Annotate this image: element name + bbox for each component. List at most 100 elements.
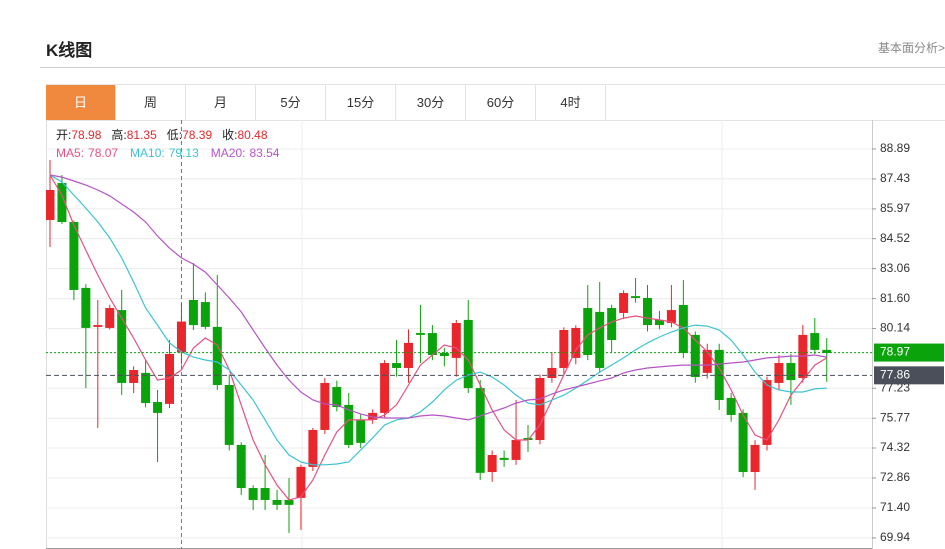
y-tick-label: 69.94 [880,530,910,544]
candle-body [260,488,270,500]
candle-body [153,402,163,413]
y-tick-label: 75.77 [880,410,910,424]
price-tag [874,343,944,362]
candle-body [571,327,581,358]
candle-body [595,311,605,368]
tab[interactable]: 30分 [396,85,466,120]
tab[interactable]: 4时 [536,85,606,120]
candle-body [392,363,402,368]
candle-body [451,323,461,358]
y-tick-label: 74.32 [880,440,910,454]
ma-line [49,174,827,421]
candle-body [702,349,712,373]
candle-body [141,372,151,404]
y-tick-label: 88.89 [880,141,910,155]
candle-body [380,363,390,413]
y-tick-label: 83.06 [880,261,910,275]
candle-body [129,370,139,383]
candle-body [738,412,748,473]
candle-body [607,308,617,341]
tab[interactable]: 15分 [326,85,396,120]
ma-legend: MA5: 78.07 MA10: 79.13 MA20: 83.54 [56,146,280,160]
candle-body [750,444,760,473]
candle-body [81,287,91,328]
candle-body [762,380,772,445]
tab[interactable]: 周 [116,85,186,120]
candle-body [487,454,497,473]
candle-body [631,296,641,298]
candle-body [427,333,437,356]
candle-body [105,308,115,328]
y-tick-label: 85.97 [880,201,910,215]
legend-name: MA5: [56,146,84,160]
candle-body [511,440,521,460]
candle-body [475,388,485,473]
candle-body [678,304,688,353]
candle-body [654,319,664,326]
candle-body [643,297,652,326]
candle-body [404,342,413,368]
candle-body [690,334,700,377]
divider [40,67,945,68]
candle-body [774,363,784,383]
period-tabs: 日周月 5分 15分 30分 60分 4时 [46,84,945,121]
legend-value: 79.13 [169,146,199,160]
candle-body [619,293,629,313]
price-tag-label: 78.97 [880,345,910,359]
candle-body [344,404,354,445]
price-tag [874,366,944,385]
candle-body [356,419,366,443]
ohlc-label: 高: [111,127,126,142]
ma-line [49,174,827,466]
tab[interactable]: 5分 [256,85,326,120]
candle-body [499,457,509,460]
tab[interactable]: 60分 [466,85,536,120]
candle-body [46,189,55,220]
y-tick-label: 71.40 [880,500,910,514]
candle-body [726,397,736,415]
candle-body [547,367,557,379]
y-tick-label: 84.52 [880,231,910,245]
ohlc-info: 开:78.98 高:81.35 低:78.39 收:80.48 [56,127,268,142]
y-tick-label: 87.43 [880,171,910,185]
candle-body [308,429,318,467]
legend-value: 83.54 [249,146,279,160]
candle-body [583,308,593,356]
candle-body [535,378,545,441]
candle-body [786,363,796,381]
page-title: K线图 [46,41,93,60]
legend-value: 78.07 [88,146,118,160]
candle-body [666,310,676,324]
ohlc-label: 低: [167,128,182,142]
candle-body [463,319,473,389]
tab[interactable]: 月 [186,85,256,120]
candle-body [212,326,222,385]
ma-line [49,174,828,501]
candle-body [224,384,234,445]
candle-body [165,354,174,404]
y-tick-label: 72.86 [880,470,910,484]
candle-body [248,488,258,500]
candle-body [188,300,198,326]
legend-name: MA20: [211,146,246,160]
tab[interactable]: 日 [46,85,116,120]
fundamental-link[interactable]: 基本面分析> [877,41,945,55]
candle-body [296,466,306,498]
ohlc-value: 78.98 [71,128,101,142]
candle-body [320,382,330,430]
ohlc-label: 收: [222,128,237,142]
candle-body [57,183,67,223]
y-tick-label: 81.60 [880,291,910,305]
candle-body [415,333,425,335]
candle-body [272,499,282,505]
candle-body [176,321,186,353]
candle-body [559,329,569,368]
legend-name: MA10: [130,146,165,160]
candle-body [332,387,342,407]
ohlc-value: 81.35 [127,128,157,142]
candle-body [93,325,103,327]
candle-body [284,499,294,505]
ohlc-value: 80.48 [237,128,267,142]
candle-body [117,310,127,383]
